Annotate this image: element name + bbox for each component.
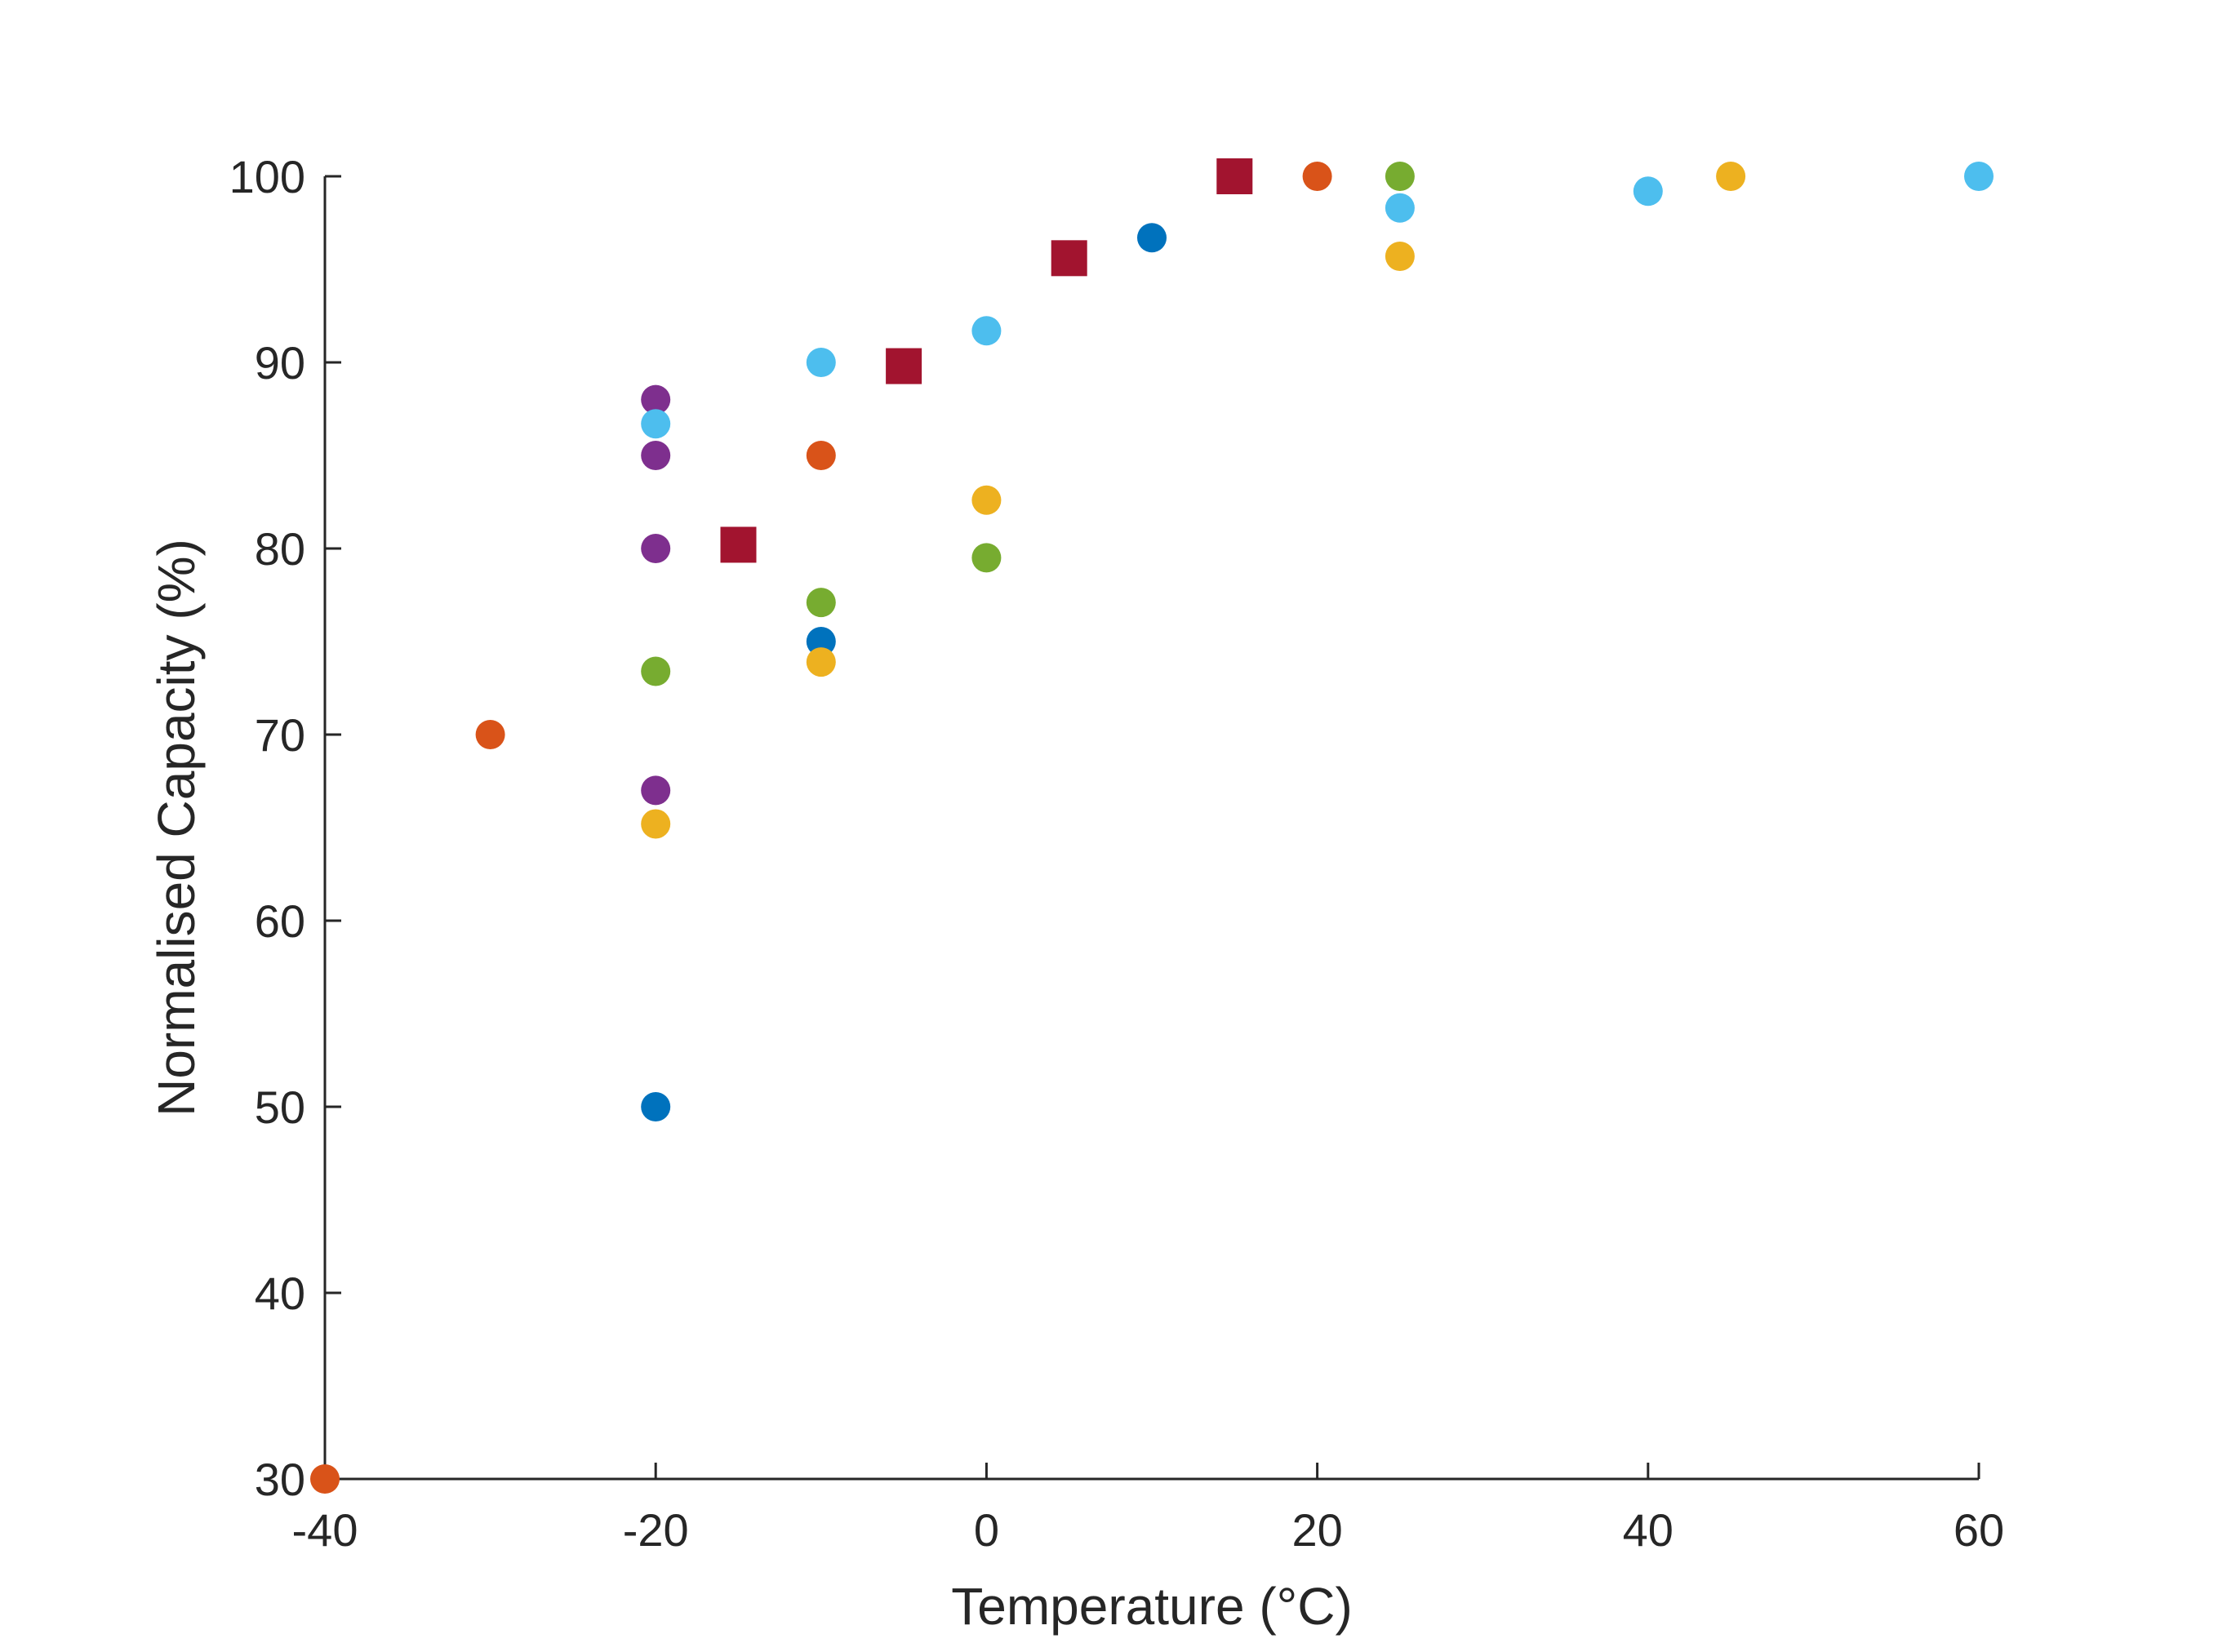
y-axis-title: Normalised Capacity (%) <box>147 539 206 1117</box>
data-point <box>806 588 836 618</box>
data-point <box>310 1464 340 1494</box>
x-tick-label: 20 <box>1291 1504 1342 1556</box>
y-tick-label: 100 <box>229 151 305 202</box>
data-point <box>806 647 836 677</box>
data-point <box>641 809 671 839</box>
data-point <box>971 316 1002 346</box>
data-point <box>1385 162 1415 191</box>
data-point <box>806 441 836 470</box>
series-crimson <box>720 158 1253 563</box>
y-tick-label: 50 <box>255 1081 305 1133</box>
axes <box>323 176 1979 1481</box>
data-point <box>641 775 671 806</box>
x-axis-title: Temperature (°C) <box>951 1577 1353 1636</box>
data-point <box>641 441 671 470</box>
data-point <box>971 543 1002 573</box>
data-point <box>806 348 836 377</box>
data-point <box>1302 162 1332 191</box>
series-yellow <box>641 162 1746 839</box>
data-point <box>1385 242 1415 272</box>
series-green <box>641 162 1415 686</box>
data-point <box>1137 223 1167 253</box>
y-tick-label: 80 <box>255 523 305 575</box>
x-tick-label: -20 <box>623 1504 689 1556</box>
data-point-square <box>1216 158 1253 194</box>
y-tick-label: 60 <box>255 895 305 947</box>
data-point <box>641 409 671 439</box>
series-purple <box>641 384 671 806</box>
data-point <box>641 656 671 686</box>
y-tick-label: 30 <box>255 1454 305 1505</box>
x-tick-label: 40 <box>1623 1504 1674 1556</box>
series-light-blue <box>641 162 1994 439</box>
x-tick-label: -40 <box>292 1504 358 1556</box>
data-point <box>806 627 836 656</box>
y-tick-label: 90 <box>255 337 305 389</box>
data-points <box>310 158 1994 1494</box>
data-point <box>641 534 671 563</box>
data-point <box>1633 176 1663 206</box>
data-point <box>641 384 671 415</box>
x-tick-label: 60 <box>1954 1504 2004 1556</box>
series-orange <box>310 162 1332 1494</box>
data-point <box>1716 162 1746 191</box>
data-point <box>1385 193 1415 223</box>
series-blue <box>641 223 1167 1121</box>
ticks: -40 -20 0 20 40 60 30 40 50 60 70 80 90 100 <box>229 151 2005 1556</box>
y-tick-label: 40 <box>255 1268 305 1319</box>
data-point-square <box>886 348 922 384</box>
data-point-square <box>1051 240 1087 277</box>
data-point <box>1964 162 1994 191</box>
data-point-square <box>720 526 757 563</box>
y-tick-label: 70 <box>255 709 305 761</box>
data-point <box>641 1092 671 1121</box>
x-tick-label: 0 <box>974 1504 999 1556</box>
data-point <box>971 485 1002 515</box>
data-point <box>475 720 505 749</box>
